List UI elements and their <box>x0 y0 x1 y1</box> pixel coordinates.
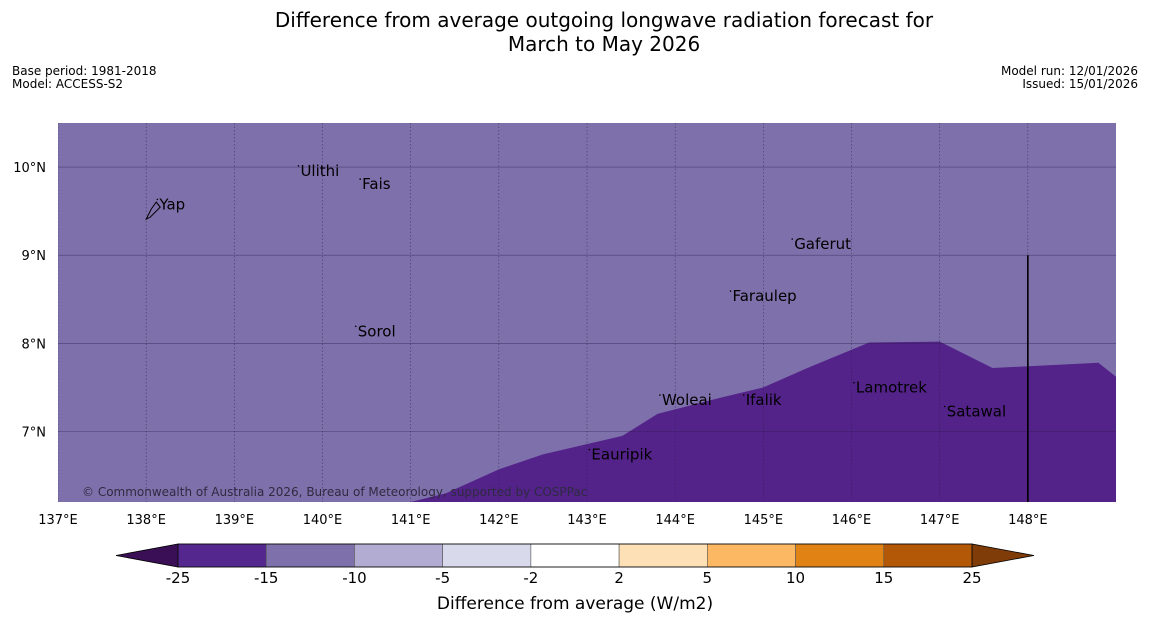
lat-tick-label: 8°N <box>22 337 47 352</box>
place-label-lamotrek: Lamotrek <box>856 379 927 397</box>
island-marker <box>791 238 793 240</box>
lon-tick-label: 147°E <box>920 513 960 528</box>
place-label-eauripik: Eauripik <box>591 446 652 464</box>
lon-tick-label: 144°E <box>655 513 695 528</box>
island-marker <box>742 394 745 396</box>
colorbar-tick-label: -2 <box>523 569 538 587</box>
colorbar-tick-label: 25 <box>962 569 981 587</box>
lat-tick-label: 9°N <box>22 249 47 264</box>
meta-left: Base period: 1981-2018 Model: ACCESS-S2 <box>12 65 157 91</box>
lon-tick-label: 145°E <box>744 513 784 528</box>
colorbar-extend-high <box>971 543 1035 568</box>
place-label-ifalik: Ifalik <box>746 391 782 409</box>
lat-tick-label: 10°N <box>13 161 46 176</box>
place-label-woleai: Woleai <box>662 391 712 409</box>
title-line-1: Difference from average outgoing longwav… <box>274 8 934 32</box>
island-marker <box>853 381 855 384</box>
island-marker <box>359 178 361 180</box>
base-period: Base period: 1981-2018 <box>12 64 157 78</box>
issued-date: Issued: 15/01/2026 <box>1022 77 1138 91</box>
island-marker <box>297 165 300 167</box>
colorbar-tick-label: -10 <box>342 569 367 587</box>
colorbar-tick-label: -5 <box>435 569 450 587</box>
colorbar-bin <box>883 543 973 568</box>
colorbar-frame <box>177 543 973 568</box>
lon-tick-label: 138°E <box>126 513 166 528</box>
colorbar-bin <box>530 543 620 568</box>
lon-tick-label: 142°E <box>479 513 519 528</box>
colorbar-bin <box>442 543 532 568</box>
colorbar-bin <box>707 543 796 568</box>
colorbar-tick-label: 5 <box>703 569 713 587</box>
chart-title: Difference from average outgoing longwav… <box>0 8 1150 56</box>
lon-tick-label: 143°E <box>567 513 607 528</box>
yap-island-outline <box>145 201 161 221</box>
colorbar-bin <box>618 543 708 568</box>
place-label-fais: Fais <box>362 175 391 193</box>
lon-tick-label: 148°E <box>1008 513 1048 528</box>
map-content: Yap Ulithi Fais Gaferut Faraulep Sorol Woleai I… <box>58 123 1116 502</box>
place-label-ulithi: Ulithi <box>300 162 339 180</box>
place-label-faraulep: Faraulep <box>732 287 796 305</box>
model-name: Model: ACCESS-S2 <box>12 77 124 91</box>
lon-tick-label: 141°E <box>391 513 431 528</box>
island-marker <box>943 405 946 408</box>
island-marker <box>729 290 732 292</box>
forecast-map: Yap Ulithi Fais Gaferut Faraulep Sorol Woleai I… <box>13 123 1116 528</box>
place-label-satawal: Satawal <box>947 403 1006 421</box>
copyright-notice: © Commonwealth of Australia 2026, Bureau… <box>82 485 587 499</box>
colorbar-label: Difference from average (W/m2) <box>436 594 714 614</box>
colorbar-bin <box>354 543 443 568</box>
lat-tick-label: 7°N <box>22 425 47 440</box>
title-line-2: March to May 2026 <box>507 32 701 56</box>
colorbar-bin <box>265 543 355 568</box>
island-marker <box>659 394 661 396</box>
island-marker <box>156 198 159 201</box>
lon-tick-label: 146°E <box>832 513 872 528</box>
colorbar-extend-low <box>115 543 179 568</box>
colorbar-bin <box>795 543 885 568</box>
place-label-gaferut: Gaferut <box>794 235 851 253</box>
model-run: Model run: 12/01/2026 <box>1000 64 1138 78</box>
place-label-sorol: Sorol <box>358 322 396 340</box>
colorbar-tick-label: -15 <box>254 569 279 587</box>
island-marker <box>354 325 357 328</box>
colorbar-tick-label: 2 <box>614 569 624 587</box>
meta-right: Model run: 12/01/2026 Issued: 15/01/2026 <box>1001 65 1138 91</box>
colorbar-tick-label: 15 <box>874 569 893 587</box>
lon-tick-label: 140°E <box>303 513 343 528</box>
colorbar-tick-label: -25 <box>166 569 191 587</box>
place-label-yap: Yap <box>158 195 185 213</box>
colorbar-bin <box>177 543 267 568</box>
lon-tick-label: 139°E <box>215 513 255 528</box>
colorbar-tick-label: 10 <box>786 569 805 587</box>
lon-tick-label: 137°E <box>38 513 78 528</box>
island-marker <box>588 448 591 451</box>
